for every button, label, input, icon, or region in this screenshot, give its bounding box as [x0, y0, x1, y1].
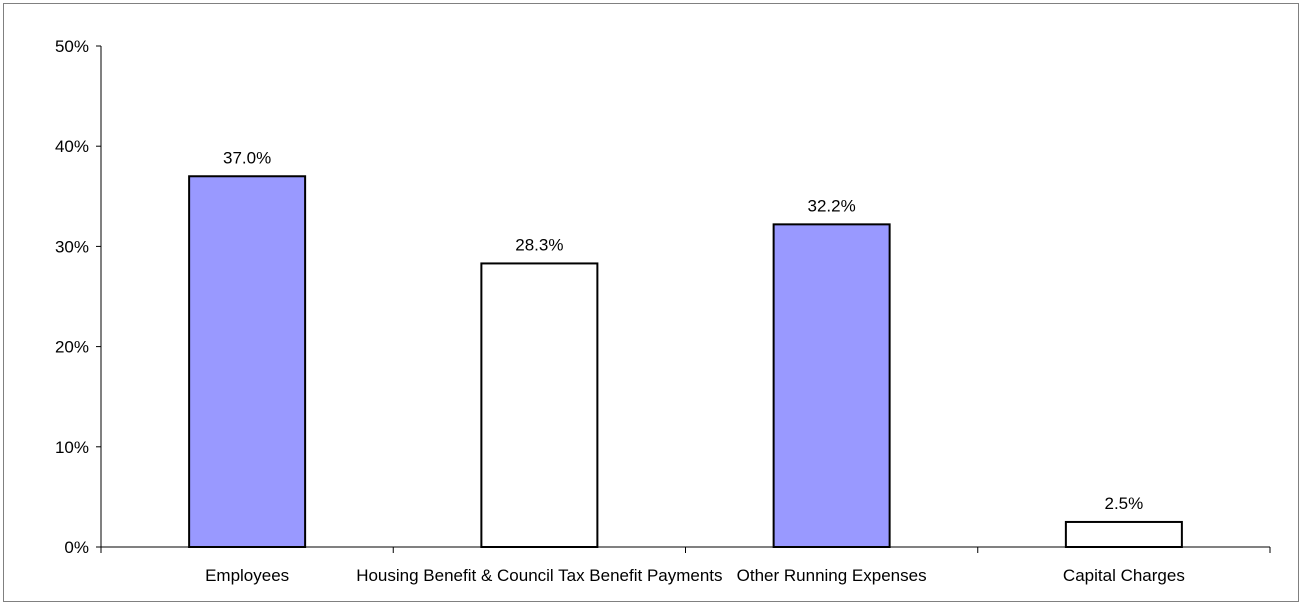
- y-tick-label: 30%: [55, 237, 89, 256]
- bar-value-label: 32.2%: [808, 196, 856, 215]
- bar-value-label: 28.3%: [515, 235, 563, 254]
- y-tick-label: 20%: [55, 338, 89, 357]
- x-category-label: Housing Benefit & Council Tax Benefit Pa…: [356, 566, 722, 585]
- y-tick-label: 40%: [55, 137, 89, 156]
- bar: [480, 262, 599, 548]
- x-category-label: Other Running Expenses: [737, 566, 927, 585]
- x-category-label: Capital Charges: [1063, 566, 1185, 585]
- bar: [188, 175, 307, 548]
- bar-value-label: 2.5%: [1105, 494, 1144, 513]
- bar: [772, 223, 891, 549]
- bar-value-label: 37.0%: [223, 148, 271, 167]
- bar: [1064, 520, 1183, 549]
- y-tick-label: 0%: [64, 538, 89, 557]
- y-tick-label: 50%: [55, 37, 89, 56]
- y-tick-label: 10%: [55, 438, 89, 457]
- x-category-label: Employees: [205, 566, 289, 585]
